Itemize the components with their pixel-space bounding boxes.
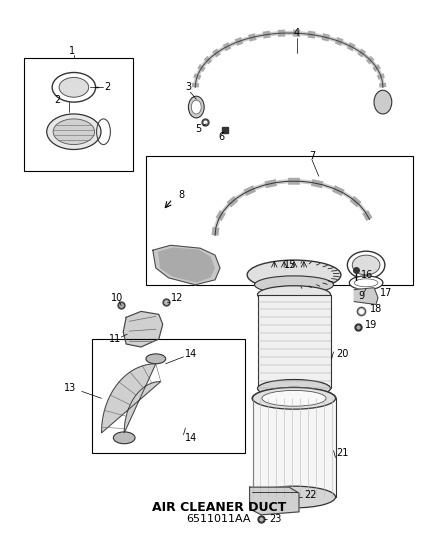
Text: 7: 7 bbox=[309, 151, 315, 161]
Text: 8: 8 bbox=[179, 190, 185, 200]
Polygon shape bbox=[159, 248, 214, 282]
Ellipse shape bbox=[247, 260, 341, 290]
Ellipse shape bbox=[47, 114, 101, 149]
Text: 6511011AA: 6511011AA bbox=[187, 514, 251, 524]
Text: 14: 14 bbox=[185, 349, 198, 359]
Bar bbox=[253, 398, 336, 497]
Ellipse shape bbox=[59, 77, 88, 97]
Text: 18: 18 bbox=[370, 304, 382, 314]
Polygon shape bbox=[102, 364, 161, 433]
Text: 13: 13 bbox=[64, 383, 76, 393]
Text: 16: 16 bbox=[361, 270, 374, 280]
Text: 9: 9 bbox=[358, 290, 364, 301]
Text: 4: 4 bbox=[294, 28, 300, 38]
Ellipse shape bbox=[352, 255, 380, 275]
Text: 6: 6 bbox=[218, 132, 224, 142]
Text: 20: 20 bbox=[336, 349, 349, 359]
Text: 14: 14 bbox=[185, 433, 198, 443]
Ellipse shape bbox=[254, 276, 333, 294]
Bar bbox=[92, 339, 245, 453]
Text: 5: 5 bbox=[195, 124, 201, 134]
Ellipse shape bbox=[258, 379, 331, 397]
Text: AIR CLEANER DUCT: AIR CLEANER DUCT bbox=[152, 501, 286, 514]
Bar bbox=[25, 58, 133, 171]
Ellipse shape bbox=[253, 387, 336, 409]
Ellipse shape bbox=[347, 251, 385, 279]
Polygon shape bbox=[123, 311, 163, 347]
Text: 12: 12 bbox=[171, 293, 183, 303]
Text: 21: 21 bbox=[336, 448, 349, 458]
Polygon shape bbox=[153, 245, 220, 285]
Text: 10: 10 bbox=[111, 293, 124, 303]
Text: 1: 1 bbox=[69, 46, 75, 56]
Polygon shape bbox=[354, 288, 378, 304]
Text: 15: 15 bbox=[284, 260, 297, 270]
Ellipse shape bbox=[252, 387, 336, 409]
Polygon shape bbox=[250, 487, 299, 515]
Text: 3: 3 bbox=[185, 82, 191, 92]
Text: 22: 22 bbox=[304, 490, 316, 500]
Bar bbox=[258, 295, 331, 389]
Bar bbox=[146, 156, 413, 285]
Ellipse shape bbox=[374, 90, 392, 114]
Text: 19: 19 bbox=[365, 320, 378, 330]
Ellipse shape bbox=[188, 96, 204, 118]
Ellipse shape bbox=[53, 119, 95, 144]
Ellipse shape bbox=[262, 390, 326, 406]
Ellipse shape bbox=[191, 100, 201, 114]
Ellipse shape bbox=[253, 486, 336, 508]
Text: 2: 2 bbox=[105, 82, 111, 92]
Ellipse shape bbox=[113, 432, 135, 444]
Ellipse shape bbox=[146, 354, 166, 364]
Text: 11: 11 bbox=[110, 334, 122, 344]
Text: 2: 2 bbox=[54, 95, 60, 105]
Ellipse shape bbox=[350, 276, 383, 290]
Text: 23: 23 bbox=[269, 514, 282, 524]
Text: 17: 17 bbox=[380, 288, 392, 297]
Ellipse shape bbox=[52, 72, 95, 102]
Ellipse shape bbox=[258, 286, 331, 303]
